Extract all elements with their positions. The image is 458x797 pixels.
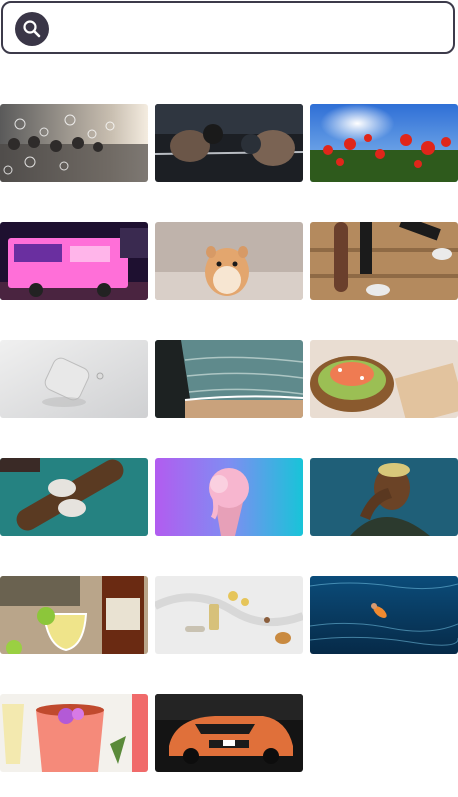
gallery-item[interactable] xyxy=(0,104,148,182)
pink-icecream-photo xyxy=(155,458,303,536)
gallery-item[interactable] xyxy=(155,694,303,772)
gallery-item[interactable] xyxy=(155,458,303,536)
gallery-item[interactable] xyxy=(310,458,458,536)
longboard-sneakers-photo xyxy=(0,458,148,536)
gallery-item[interactable] xyxy=(155,222,303,300)
white-abstract-device-photo xyxy=(0,340,148,418)
gallery-item[interactable] xyxy=(0,694,148,772)
underwater-diver-photo xyxy=(310,576,458,654)
skateboard-stairs-photo xyxy=(310,222,458,300)
cosmetics-flatlay-photo xyxy=(155,576,303,654)
gallery-item[interactable] xyxy=(0,340,148,418)
man-hand-face-photo xyxy=(310,458,458,536)
gallery-item[interactable] xyxy=(0,576,148,654)
boxing-photo xyxy=(155,104,303,182)
search-input[interactable] xyxy=(61,11,445,47)
salmon-avocado-toast-photo xyxy=(310,340,458,418)
gallery-item[interactable] xyxy=(310,576,458,654)
search-button[interactable] xyxy=(15,12,49,46)
gallery-item[interactable] xyxy=(310,340,458,418)
gallery-item[interactable] xyxy=(310,222,458,300)
ginger-beer-cocktail-photo xyxy=(0,576,148,654)
poppies-sunburst-photo xyxy=(310,104,458,182)
search-icon xyxy=(23,20,41,38)
search-bar xyxy=(1,1,455,54)
gallery-item[interactable] xyxy=(155,104,303,182)
flower-cocktail-photo xyxy=(0,694,148,772)
gallery-item[interactable] xyxy=(0,222,148,300)
hamster-photo xyxy=(155,222,303,300)
pink-food-truck-photo xyxy=(0,222,148,300)
gallery-item[interactable] xyxy=(155,340,303,418)
crowd-bubbles-photo xyxy=(0,104,148,182)
race-car-photo xyxy=(155,694,303,772)
gallery-item[interactable] xyxy=(155,576,303,654)
gallery-item[interactable] xyxy=(310,104,458,182)
coastline-aerial-photo xyxy=(155,340,303,418)
gallery-item[interactable] xyxy=(0,458,148,536)
